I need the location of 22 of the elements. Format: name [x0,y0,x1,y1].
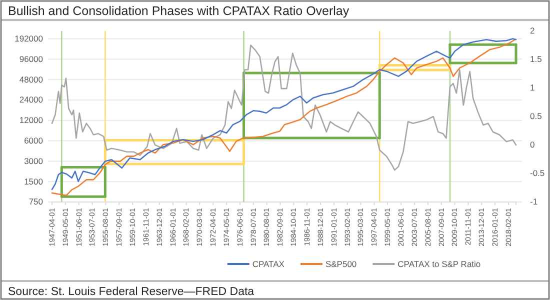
legend-label: S&P500 [325,259,357,269]
y-tick-label: 48000 [19,74,44,84]
chart-title: Bullish and Consolidation Phases with CPATAX Ratio Overlay [8,4,350,18]
line-series [51,44,517,171]
y2-tick-label: 1 [530,82,535,93]
y-tick-label: 3000 [24,156,44,166]
y-tick-label: 750 [28,196,44,207]
y2-tick-label: -1 [530,196,538,207]
legend-label: CPATAX to S&P Ratio [398,259,481,269]
y2-tick-label: -0.5 [530,168,545,178]
y-tick-label: 6000 [24,136,44,146]
y2-tick-label: 1.5 [530,54,542,64]
source-note: Source: St. Louis Federal Reserve—FRED Data [8,286,255,298]
y2-tick-label: 2 [530,26,535,36]
y2-tick-label: 0 [530,140,535,150]
y-tick-label: 1500 [24,176,44,186]
y-tick-label: 24000 [19,94,44,105]
y-tick-label: 12000 [19,115,44,126]
y-tick-label: 192000 [14,33,44,44]
y-tick-label: 96000 [19,54,44,64]
legend-label: CPATAX [252,259,285,269]
y2-tick-label: 0.5 [530,111,542,122]
